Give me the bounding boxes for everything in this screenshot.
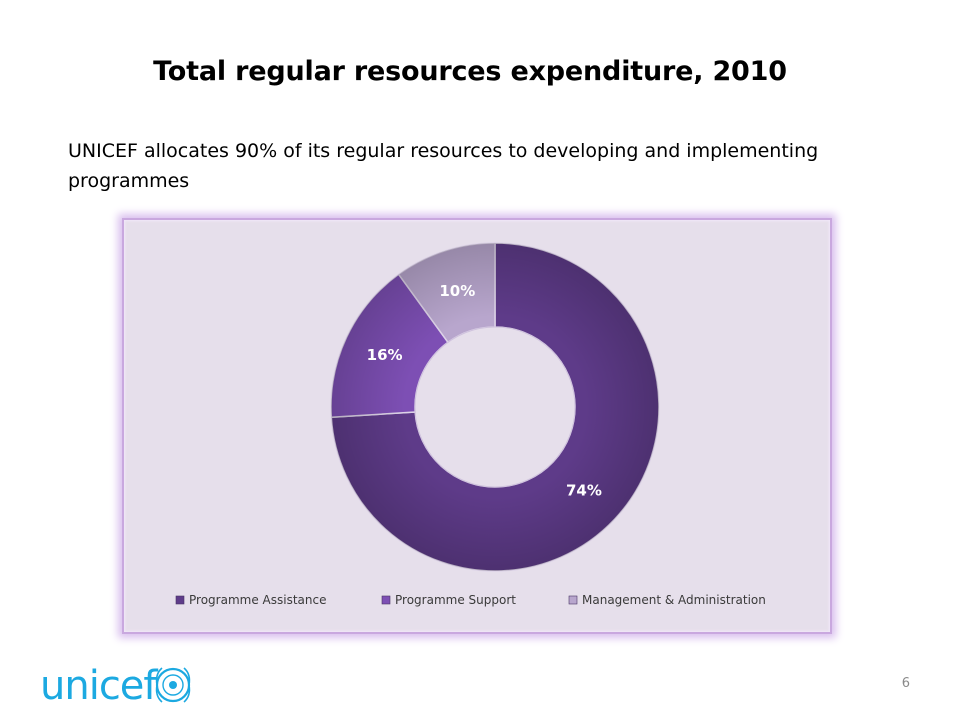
slice-label-management-and-administration: 10%: [439, 282, 475, 300]
unicef-emblem-icon: [155, 667, 191, 703]
legend-swatch: [568, 595, 578, 605]
donut-hole: [414, 326, 576, 488]
legend-swatch: [381, 595, 391, 605]
legend-swatch: [175, 595, 185, 605]
legend-item-programme-support: Programme Support: [381, 593, 516, 607]
donut-slices: [330, 242, 660, 572]
slide-subtitle: UNICEF allocates 90% of its regular reso…: [68, 140, 819, 192]
unicef-logo-wordmark: unicef: [40, 663, 157, 709]
slide-title: Total regular resources expenditure, 201…: [153, 56, 787, 87]
legend-item-programme-assistance: Programme Assistance: [175, 593, 326, 607]
legend-label: Management & Administration: [582, 593, 766, 607]
legend-item-management-and-administration: Management & Administration: [568, 593, 766, 607]
legend-label: Programme Support: [395, 593, 516, 607]
donut-labels: 74% 16% 10%: [367, 282, 602, 500]
chart-panel: 74% 16% 10% Programme Assistance Programme …: [122, 218, 832, 634]
legend-label: Programme Assistance: [189, 593, 326, 607]
chart-legend: Programme Assistance Programme Support Man…: [175, 593, 766, 607]
slice-label-programme-assistance: 74%: [566, 482, 602, 500]
unicef-logo: unicef: [40, 660, 200, 712]
slice-label-programme-support: 16%: [367, 346, 403, 364]
page-number: 6: [901, 676, 910, 691]
donut-chart: 74%16%10% Programme Assistance Programme …: [175, 242, 766, 607]
